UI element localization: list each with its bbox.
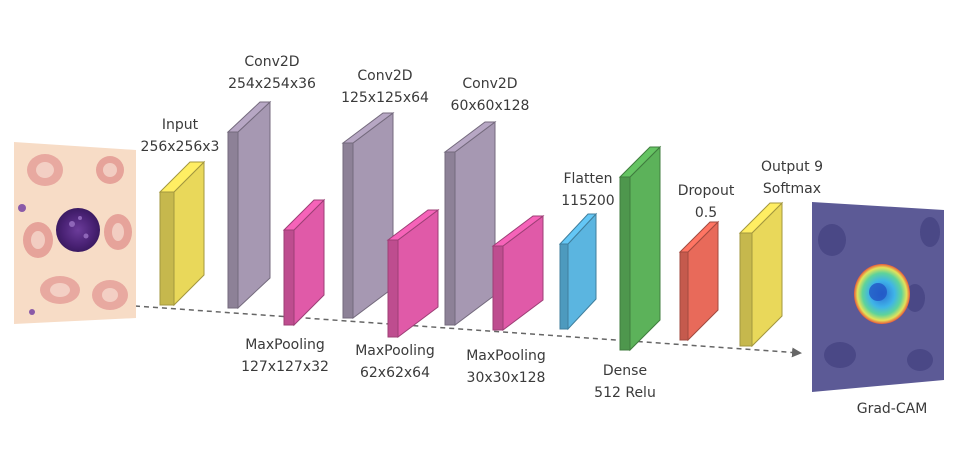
dropout-front-face <box>679 251 689 341</box>
conv3-front-face <box>444 151 456 326</box>
conv2-side-face <box>352 112 394 319</box>
pool2-front-face <box>387 239 399 338</box>
conv3-layer-block <box>443 121 497 326</box>
conv1-side-face <box>237 100 271 310</box>
pool1-layer-block <box>282 198 326 327</box>
conv1-label: Conv2D 254x254x36 <box>228 54 316 92</box>
dense-side-face <box>629 145 661 352</box>
conv2-label: Conv2D 125x125x64 <box>341 68 429 106</box>
pool3-layer-block <box>491 215 545 331</box>
flatten-layer-block <box>558 212 598 331</box>
pool2-layer-block <box>386 209 440 338</box>
input-image <box>14 142 136 324</box>
conv3-side-face <box>454 121 496 326</box>
output-front-face <box>739 232 753 347</box>
conv3-label: Conv2D 60x60x128 <box>450 76 530 114</box>
pool2-label: MaxPooling 62x62x64 <box>355 343 435 381</box>
dropout-layer-block <box>678 220 720 342</box>
input-layer-label: Input 256x256x3 <box>140 117 220 155</box>
conv1-layer-block <box>226 100 272 310</box>
input-layer-block <box>158 160 206 307</box>
flow-arrow <box>134 305 802 358</box>
grad-cam-caption: Grad-CAM <box>856 401 928 417</box>
dropout-label: Dropout 0.5 <box>677 183 735 221</box>
conv2-front-face <box>342 142 354 319</box>
output-image <box>812 202 944 392</box>
pool3-side-face <box>502 215 544 331</box>
dense-layer-block <box>618 145 662 352</box>
conv2-layer-block <box>341 112 395 319</box>
output-layer-block <box>738 201 784 348</box>
flatten-label: Flatten 115200 <box>561 171 615 209</box>
pool1-label: MaxPooling 127x127x32 <box>241 337 329 375</box>
dense-label: Dense 512 Relu <box>594 363 656 401</box>
flatten-front-face <box>559 243 569 330</box>
pool1-front-face <box>283 229 295 326</box>
dense-front-face <box>619 176 631 351</box>
output-layer-label: Output 9 Softmax <box>761 159 823 197</box>
pool3-label: MaxPooling 30x30x128 <box>466 348 546 386</box>
pool3-front-face <box>492 245 504 331</box>
input-front-face <box>159 191 175 306</box>
conv1-front-face <box>227 131 239 309</box>
